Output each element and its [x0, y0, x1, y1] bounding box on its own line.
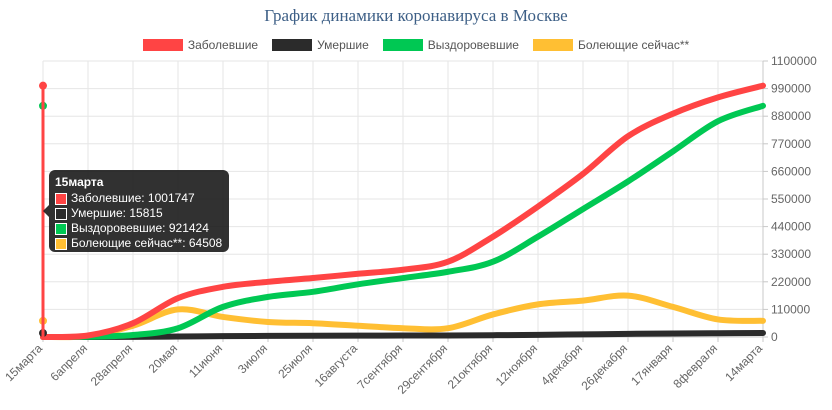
tooltip-title: 15марта	[55, 175, 104, 189]
tooltip-row: Умершие: 15815	[55, 206, 223, 221]
y-tick-label: 220000	[771, 275, 811, 289]
y-tick-label: 330000	[771, 247, 811, 261]
x-tick-label: 3июля	[235, 341, 270, 376]
legend-label: Заболевшие	[187, 38, 259, 52]
y-tick-label: 550000	[771, 192, 811, 206]
y-tick-label: 660000	[771, 164, 811, 178]
tooltip-swatch	[55, 192, 67, 205]
tooltip-label: Выздоровевшие: 921424	[71, 221, 209, 235]
tooltip-label: Заболевшие: 1001747	[71, 191, 195, 205]
x-tick-label: 4декабря	[538, 341, 585, 388]
series-line	[40, 292, 766, 341]
chart-title: График динамики коронавируса в Москве	[264, 6, 568, 25]
y-tick-label: 0	[771, 330, 778, 344]
chart-legend: Заболевшие Умершие Выздоровевшие Болеющие с…	[0, 38, 832, 52]
y-tick-label: 110000	[771, 302, 810, 316]
y-tick-label: 770000	[771, 137, 811, 151]
tooltip-arrow	[43, 205, 49, 217]
tooltip-swatch	[55, 237, 67, 250]
legend-swatch	[532, 39, 573, 51]
x-tick-label: 21октября	[445, 341, 495, 391]
chart-lines	[40, 82, 766, 341]
x-tick-label: 16августа	[312, 341, 361, 390]
legend-swatch	[142, 39, 183, 51]
tooltip-swatch	[55, 207, 67, 220]
series-line	[40, 82, 766, 341]
x-tick-label: 12ноября	[493, 341, 540, 388]
series-line	[40, 330, 766, 340]
tooltip-label: Болеющие сейчас**: 64508	[71, 236, 223, 250]
legend-item[interactable]: Болеющие сейчас**	[532, 38, 690, 52]
legend-label: Умершие	[317, 38, 369, 52]
series-line	[40, 102, 766, 340]
tooltip-row: Заболевшие: 1001747	[55, 191, 223, 206]
x-tick-label: 11июня	[186, 341, 225, 380]
x-tick-label: 8февраля	[670, 341, 720, 391]
y-tick-label: 440000	[771, 220, 811, 234]
x-tick-label: 28апреля	[88, 341, 135, 388]
y-tick-label: 1100000	[771, 54, 817, 68]
legend-item[interactable]: Умершие	[272, 38, 369, 52]
legend-item[interactable]: Выздоровевшие	[382, 38, 519, 52]
x-tick-label: 17января	[628, 341, 675, 388]
y-tick-label: 990000	[771, 82, 811, 96]
legend-swatch	[272, 39, 313, 51]
tooltip-swatch	[55, 222, 67, 235]
data-tooltip: 15марта Заболевшие: 1001747 Умершие: 1581…	[49, 170, 229, 252]
y-tick-label: 880000	[771, 109, 811, 123]
legend-item[interactable]: Заболевшие	[142, 38, 259, 52]
x-tick-label: 6апреля	[47, 341, 90, 384]
x-tick-label: 20мая	[146, 341, 180, 375]
x-tick-label: 26декабря	[578, 341, 630, 393]
tooltip-row: Выздоровевшие: 921424	[55, 221, 223, 236]
legend-label: Болеющие сейчас**	[577, 38, 690, 52]
legend-swatch	[382, 39, 423, 51]
tooltip-row: Болеющие сейчас**: 64508	[55, 236, 223, 251]
tooltip-label: Умершие: 15815	[71, 206, 163, 220]
x-tick-label: 25июля	[275, 341, 315, 381]
x-tick-label: 15марта	[2, 341, 45, 384]
tooltip-rows: Заболевшие: 1001747 Умершие: 15815 Выздоро…	[55, 191, 223, 251]
legend-label: Выздоровевшие	[427, 38, 519, 52]
x-tick-label: 14марта	[722, 341, 765, 384]
